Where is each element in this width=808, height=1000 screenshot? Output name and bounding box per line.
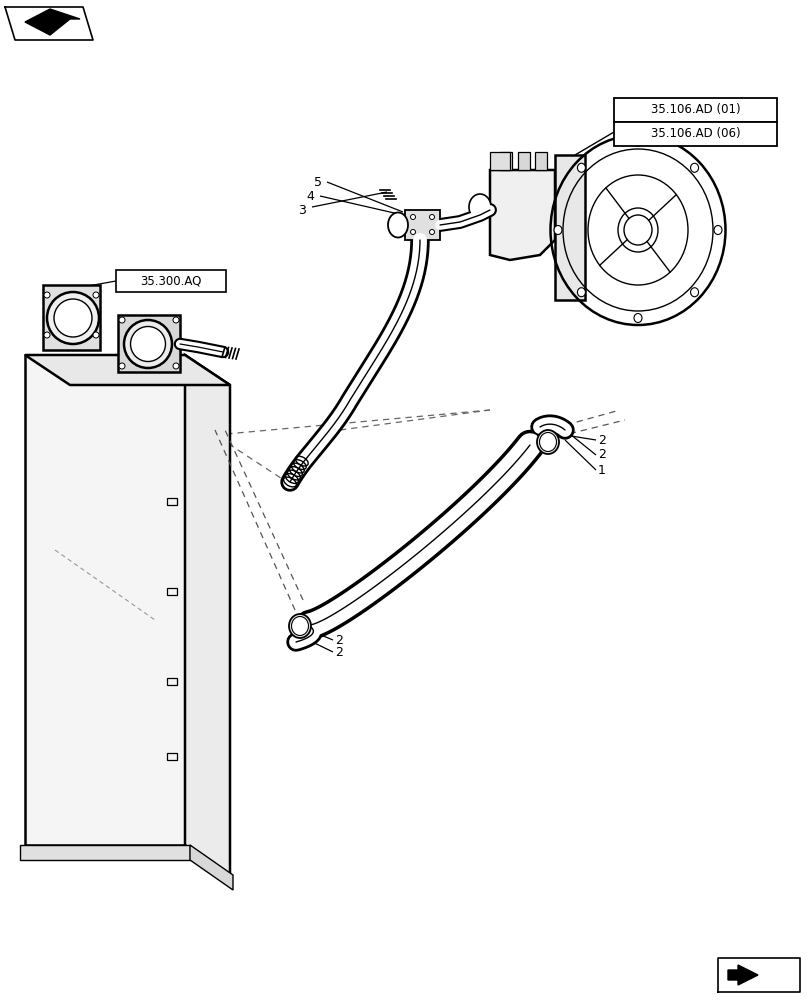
Ellipse shape — [714, 226, 722, 234]
Text: 5: 5 — [314, 176, 322, 188]
Ellipse shape — [47, 292, 99, 344]
Circle shape — [173, 363, 179, 369]
Text: 4: 4 — [306, 190, 314, 202]
Polygon shape — [5, 7, 93, 40]
Polygon shape — [405, 210, 440, 240]
Text: 2: 2 — [598, 448, 606, 462]
Circle shape — [93, 332, 99, 338]
Ellipse shape — [540, 432, 557, 452]
Bar — [614, 98, 777, 122]
Ellipse shape — [691, 288, 699, 297]
Circle shape — [93, 292, 99, 298]
Circle shape — [410, 230, 415, 234]
Ellipse shape — [124, 320, 172, 368]
Ellipse shape — [634, 314, 642, 322]
Text: 3: 3 — [298, 204, 306, 217]
Polygon shape — [555, 155, 585, 300]
Circle shape — [44, 292, 50, 298]
Polygon shape — [728, 965, 758, 985]
Text: 2: 2 — [335, 646, 343, 658]
Circle shape — [44, 332, 50, 338]
Ellipse shape — [540, 433, 556, 451]
Ellipse shape — [691, 163, 699, 172]
Polygon shape — [190, 845, 233, 890]
Text: 35.106.AD (06): 35.106.AD (06) — [650, 127, 740, 140]
Ellipse shape — [294, 619, 305, 633]
Ellipse shape — [289, 614, 311, 638]
Bar — [614, 122, 777, 146]
Ellipse shape — [292, 616, 309, 636]
Ellipse shape — [388, 213, 408, 237]
Text: 35.106.AD (01): 35.106.AD (01) — [650, 104, 740, 116]
Polygon shape — [20, 845, 190, 860]
Circle shape — [410, 215, 415, 220]
Circle shape — [430, 215, 435, 220]
Ellipse shape — [292, 617, 308, 635]
Ellipse shape — [554, 226, 562, 234]
Polygon shape — [118, 315, 180, 372]
Ellipse shape — [578, 163, 586, 172]
Text: 35.300.AQ: 35.300.AQ — [141, 274, 202, 288]
Circle shape — [173, 317, 179, 323]
Circle shape — [430, 230, 435, 234]
Ellipse shape — [634, 137, 642, 146]
Polygon shape — [718, 958, 800, 992]
Ellipse shape — [131, 326, 166, 361]
Ellipse shape — [578, 288, 586, 297]
Polygon shape — [490, 170, 555, 260]
Polygon shape — [185, 355, 230, 875]
Bar — [535, 152, 547, 170]
Text: 2: 2 — [598, 434, 606, 446]
Polygon shape — [43, 285, 100, 350]
Bar — [518, 152, 530, 170]
Circle shape — [119, 317, 125, 323]
Polygon shape — [490, 152, 510, 170]
Bar — [116, 270, 226, 292]
Polygon shape — [25, 9, 80, 35]
Ellipse shape — [54, 299, 92, 337]
Text: 2: 2 — [335, 634, 343, 647]
Ellipse shape — [537, 430, 559, 454]
Ellipse shape — [542, 436, 553, 448]
Polygon shape — [25, 355, 230, 385]
Circle shape — [119, 363, 125, 369]
Text: 1: 1 — [598, 464, 606, 477]
Polygon shape — [25, 355, 185, 845]
Ellipse shape — [469, 194, 491, 220]
Bar — [500, 152, 512, 170]
